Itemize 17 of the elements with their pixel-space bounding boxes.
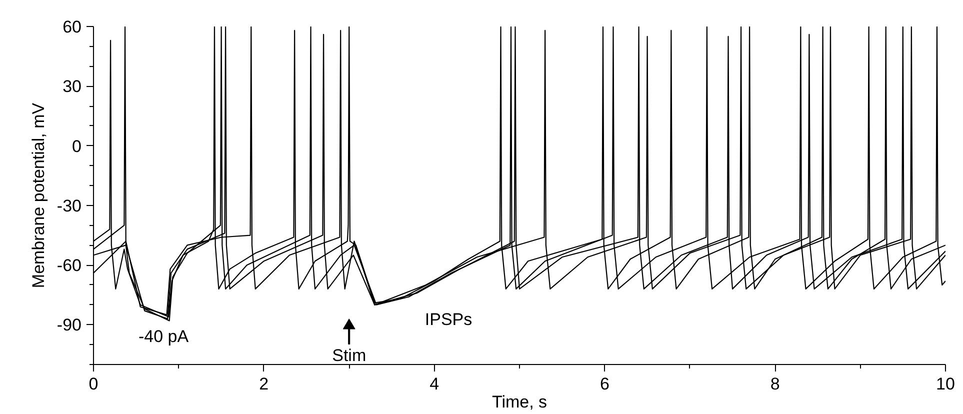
y-axis-title: Membrane potential, mV <box>28 102 48 288</box>
y-tick-label: 60 <box>62 18 82 36</box>
y-tick-label: -60 <box>56 256 82 276</box>
x-tick-label: 10 <box>936 374 955 394</box>
annotation: IPSPs <box>424 310 472 329</box>
y-tick-label: 0 <box>72 136 82 156</box>
ref-line-label: Stim <box>332 346 366 365</box>
x-tick-label: 0 <box>88 374 98 394</box>
x-tick-label: 4 <box>430 374 440 394</box>
x-tick-label: 2 <box>259 374 269 394</box>
y-tick-label: -30 <box>56 196 82 216</box>
x-tick-label: 6 <box>600 374 610 394</box>
x-tick-label: 8 <box>770 374 780 394</box>
annotation: -40 pA <box>138 327 190 346</box>
x-axis-title: Time, s <box>492 392 548 412</box>
y-tick-label: -90 <box>56 316 82 335</box>
y-tick-label: 30 <box>62 77 82 96</box>
